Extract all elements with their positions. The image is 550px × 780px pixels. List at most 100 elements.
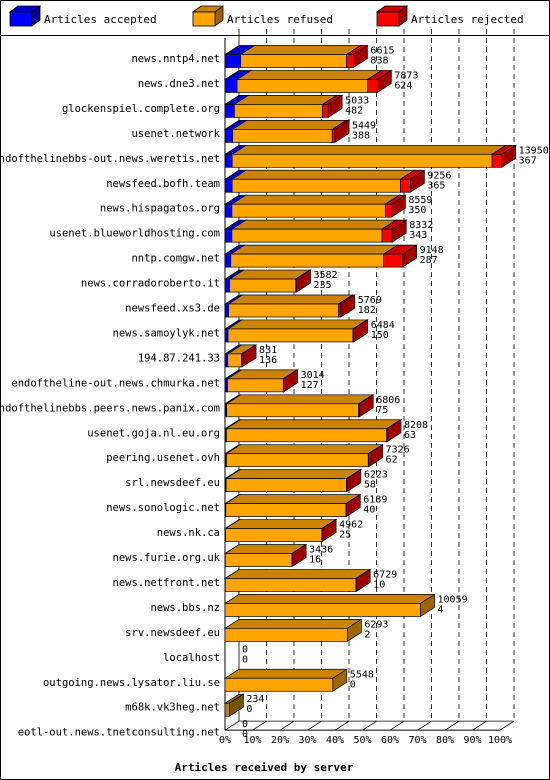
bar-segment-front <box>231 153 493 168</box>
category-label: news.bbs.nz <box>150 602 220 614</box>
value-label-bottom: 287 <box>420 255 438 266</box>
value-label-bottom: 343 <box>409 230 427 241</box>
bar-segment-front <box>224 353 229 368</box>
category-label: eotl-out.news.tnetconsulting.net <box>18 727 220 739</box>
bar-segment-top <box>224 519 337 529</box>
category-label: news.nk.ca <box>157 527 220 539</box>
bar-segment-front <box>228 303 339 318</box>
value-label-bottom: 838 <box>370 56 388 67</box>
floor-line <box>472 720 487 731</box>
bar-segment-top <box>225 419 402 430</box>
bar-segment-front <box>227 378 284 393</box>
value-label-bottom: 16 <box>309 555 321 566</box>
bar-segment-front <box>231 228 383 243</box>
bar-segment-front <box>491 153 502 168</box>
legend-swatch <box>9 11 33 27</box>
category-label: endoftheline-out.news.chmurka.net <box>11 377 220 389</box>
bar-segment-front <box>236 79 369 93</box>
x-tick-label: 100% <box>488 735 512 746</box>
bar-segment-front <box>331 129 336 143</box>
bar-segment-front <box>224 702 230 717</box>
value-label-top: 5033 <box>345 95 369 106</box>
category-label: m68k.vk3heg.net <box>125 702 220 714</box>
value-label-bottom: 0 <box>242 654 248 665</box>
bar-segment-front <box>227 328 354 343</box>
bar-segment-front <box>230 253 385 268</box>
value-label-bottom: 388 <box>352 130 370 141</box>
legend-swatch <box>192 11 216 27</box>
value-label-bottom: 482 <box>345 105 363 116</box>
x-tick-label: 50% <box>353 735 371 746</box>
bar-segment-front <box>224 303 229 318</box>
x-tick-label: 90% <box>463 735 481 746</box>
bar-segment-front <box>224 228 233 243</box>
category-label: news.furie.org.uk <box>113 552 221 564</box>
bar-segment-top <box>230 144 508 155</box>
bar-segment-front <box>322 104 329 118</box>
category-label: usenet.goja.nl.eu.org <box>87 427 220 439</box>
bar-segment-top <box>229 244 399 255</box>
bar-segment-top <box>225 394 374 405</box>
bar-segment-front <box>225 478 347 492</box>
category-label: usenet.network <box>131 128 220 140</box>
category-label: newsfeed.xs3.de <box>125 303 220 315</box>
value-label-bottom: 136 <box>259 355 277 366</box>
floor-line <box>417 720 432 731</box>
category-label: endofthelinebbs.peers.news.panix.com <box>0 402 220 414</box>
bar-segment-front <box>232 129 333 143</box>
bar-segment-top <box>231 119 348 130</box>
bar-segment-front <box>226 403 359 418</box>
value-label-top: 6806 <box>376 395 400 406</box>
floor-line <box>279 720 295 731</box>
value-label-top: 8559 <box>408 195 432 206</box>
bar-segment-top <box>233 95 338 105</box>
legend-swatch <box>376 11 400 27</box>
bar-segment-front <box>352 328 355 343</box>
x-tick-label: 40% <box>326 735 344 746</box>
category-label: usenet.blueworldhosting.com <box>49 228 220 240</box>
bar-segment-front <box>400 178 411 193</box>
value-label-top: 4962 <box>339 520 363 531</box>
bar-segment-front <box>381 228 393 243</box>
bar-segment-front <box>241 353 243 368</box>
value-label-bottom: 365 <box>427 180 445 191</box>
category-label: endofthelinebbs-out.news.weretis.net <box>0 153 220 165</box>
bar-segment-front <box>224 553 293 567</box>
value-label-top: 6484 <box>371 320 395 331</box>
floor-line <box>444 720 460 731</box>
floor-line <box>362 720 377 731</box>
category-label: news.nntp4.net <box>131 53 220 65</box>
value-label-top: 0 <box>242 644 248 655</box>
bar-row: localhost 00 <box>163 644 248 665</box>
category-label: peering.usenet.ovh <box>106 452 220 464</box>
value-label-top: 3014 <box>301 370 325 381</box>
bar-segment-top <box>226 319 369 330</box>
value-label-bottom: 62 <box>386 455 398 466</box>
value-label-bottom: 0 <box>246 704 252 715</box>
bar-segment-top <box>223 594 436 604</box>
bar-segment-front <box>295 278 297 293</box>
bar-segment-top <box>230 194 401 205</box>
bar-row: endofthelinebbs.peers.news.panix.com 6806… <box>0 394 400 418</box>
value-label-top: 3582 <box>314 270 338 281</box>
x-axis: 0% 10% 20% 30% 40% 50% 60% 70% 80% 90% 100% <box>219 720 514 746</box>
category-label: news.corradoroberto.it <box>81 278 220 290</box>
x-axis-title: Articles received by server <box>175 761 354 774</box>
bar-segment-front <box>231 178 401 193</box>
value-label-top: 5548 <box>350 669 374 680</box>
value-label-top: 7873 <box>394 70 418 81</box>
